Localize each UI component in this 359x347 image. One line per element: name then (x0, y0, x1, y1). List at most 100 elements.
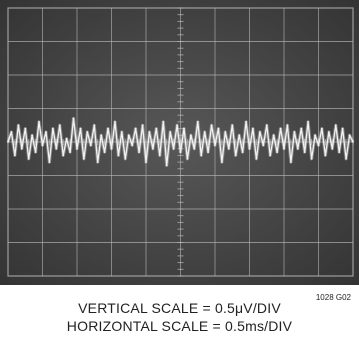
trace-point (79, 127, 82, 130)
trace-point (107, 127, 109, 130)
trace-point (124, 157, 127, 160)
trace-point (69, 151, 71, 154)
trace-point (262, 144, 265, 147)
trace-point (179, 151, 182, 154)
trace-point (317, 144, 320, 147)
trace-point (176, 124, 179, 127)
trace-point (31, 134, 33, 137)
trace-point (217, 127, 220, 130)
trace-point (321, 127, 323, 130)
trace-point (134, 127, 137, 130)
trace-point (338, 151, 341, 154)
trace-point (158, 154, 161, 157)
trace-point (196, 121, 199, 123)
trace-point (283, 147, 285, 150)
trace-point (221, 161, 223, 164)
trace-point (269, 154, 272, 157)
trace-point (307, 121, 309, 123)
trace-point (138, 151, 141, 154)
trace-point (86, 131, 89, 133)
trace-point (245, 121, 248, 123)
trace-point (148, 131, 151, 133)
trace-point (303, 151, 306, 154)
trace-point (58, 124, 61, 127)
trace-point (210, 124, 213, 127)
trace-point (214, 144, 216, 147)
trace-point (172, 147, 175, 150)
trace-point (259, 131, 261, 133)
trace-point (45, 131, 47, 133)
oscilloscope-plot (0, 0, 359, 285)
trace-point (152, 147, 154, 150)
trace-point (117, 154, 120, 157)
trace-point (145, 161, 147, 164)
trace-point (272, 134, 275, 137)
trace-point (34, 151, 37, 154)
trace-point (296, 147, 299, 150)
trace-point (27, 157, 30, 160)
trace-point (141, 124, 144, 127)
trace-point (310, 157, 313, 160)
trace-point (241, 151, 244, 154)
trace-point (252, 127, 254, 130)
trace-point (96, 161, 99, 164)
trace-point (331, 147, 334, 150)
trace-point (48, 161, 51, 164)
oscilloscope-screen (0, 0, 359, 285)
trace-point (131, 144, 134, 147)
trace-point (20, 147, 23, 150)
trace-point (193, 147, 196, 150)
trace-point (7, 141, 9, 143)
trace-point (76, 147, 78, 150)
trace-point (190, 134, 192, 137)
trace-point (334, 124, 337, 127)
trace-point (352, 141, 354, 143)
trace-point (17, 124, 20, 127)
trace-point (207, 151, 210, 154)
vertical-scale-caption: VERTICAL SCALE = 0.5μV/DIV (78, 300, 281, 316)
trace-point (324, 154, 327, 157)
trace-point (203, 131, 206, 133)
trace-point (55, 147, 58, 150)
trace-point (314, 134, 316, 137)
trace-point (169, 131, 172, 133)
trace-point (238, 134, 241, 137)
trace-point (65, 137, 68, 140)
trace-point (224, 131, 227, 133)
trace-point (255, 157, 258, 160)
trace-point (227, 147, 230, 150)
trace-point (293, 131, 296, 133)
trace-point (41, 144, 44, 147)
trace-point (165, 164, 168, 167)
trace-point (100, 134, 103, 137)
trace-point (10, 131, 13, 133)
trace-point (234, 154, 237, 157)
trace-point (114, 121, 116, 123)
trace-point (341, 127, 344, 130)
trace-point (300, 127, 303, 130)
trace-point (103, 151, 106, 154)
trace-point (345, 157, 347, 160)
trace-point (120, 131, 123, 133)
trace-point (62, 154, 65, 157)
trace-point (89, 144, 92, 147)
trace-point (93, 124, 96, 127)
figure-id: 1028 G02 (315, 293, 351, 302)
trace-point (38, 121, 40, 123)
trace-point (183, 127, 185, 130)
trace-point (155, 127, 158, 130)
trace-point (348, 134, 351, 137)
trace-point (186, 157, 189, 160)
trace-point (162, 121, 165, 123)
trace-point (290, 161, 292, 164)
trace-point (276, 151, 278, 154)
trace-point (110, 147, 113, 150)
trace-point (231, 124, 234, 127)
horizontal-scale-caption: HORIZONTAL SCALE = 0.5ms/DIV (66, 318, 293, 334)
trace-point (265, 124, 268, 127)
trace-point (328, 131, 330, 133)
trace-point (127, 134, 130, 137)
trace-point (83, 157, 85, 160)
trace-point (72, 117, 75, 120)
trace-point (248, 147, 251, 150)
